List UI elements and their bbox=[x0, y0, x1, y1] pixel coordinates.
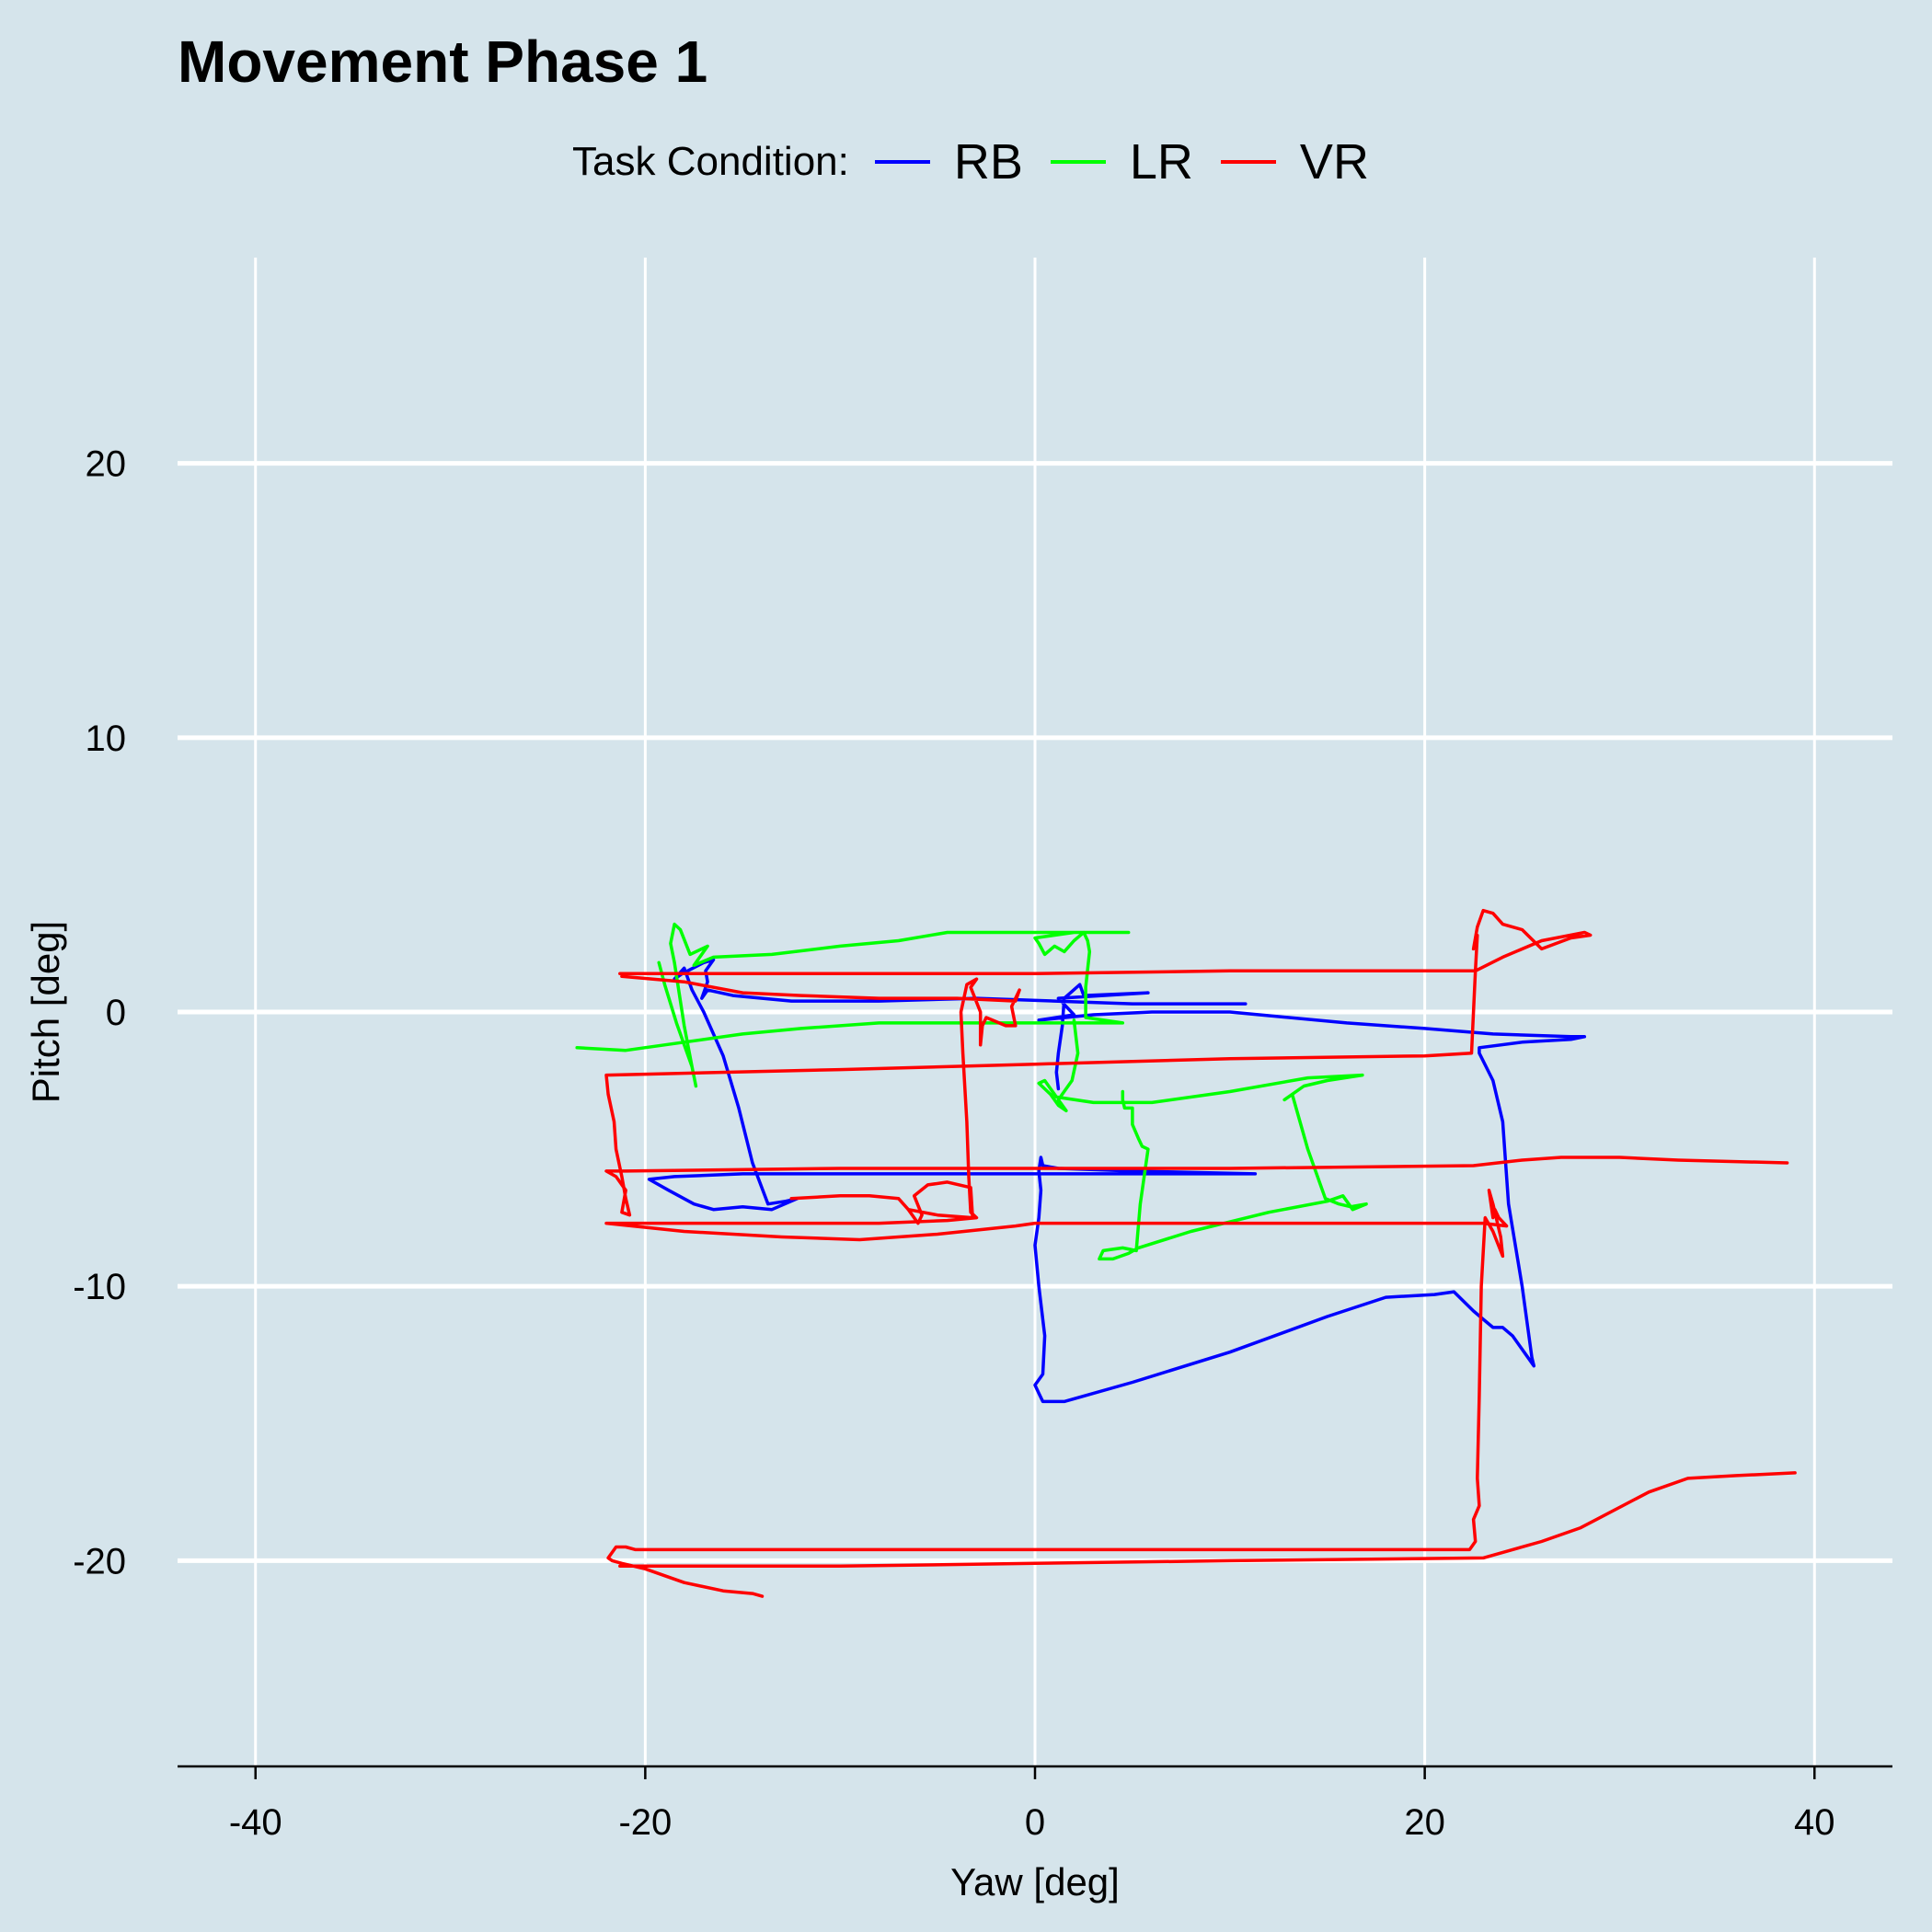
y-tick-label: -10 bbox=[73, 1267, 126, 1307]
y-tick-label: 0 bbox=[106, 993, 126, 1033]
y-tick-label: 10 bbox=[86, 719, 127, 759]
chart-title: Movement Phase 1 bbox=[178, 29, 708, 95]
legend-item-rb: RB bbox=[874, 133, 1023, 190]
y-tick-label: -20 bbox=[73, 1541, 126, 1581]
x-tick-label: -40 bbox=[229, 1802, 282, 1843]
x-tick-label: 40 bbox=[1794, 1802, 1835, 1843]
series-lines bbox=[575, 908, 1797, 1598]
legend-label-rb: RB bbox=[953, 134, 1023, 190]
series-line-vr bbox=[618, 1471, 1797, 1569]
y-tick-label: 20 bbox=[86, 444, 127, 485]
x-tick-label: 20 bbox=[1404, 1802, 1445, 1843]
series-line-rb bbox=[647, 958, 1587, 1404]
series-line-vr bbox=[604, 974, 1509, 1598]
legend-item-vr: VR bbox=[1220, 133, 1369, 190]
legend-title: Task Condition: bbox=[572, 139, 849, 184]
grid bbox=[178, 258, 1892, 1766]
y-axis-title: Pitch [deg] bbox=[24, 921, 67, 1103]
series-line-lr bbox=[575, 922, 1131, 1088]
legend: Task Condition: RB LR VR bbox=[0, 129, 1932, 195]
legend-item-lr: LR bbox=[1050, 133, 1193, 190]
series-line-vr bbox=[604, 908, 1789, 1217]
x-axis-title: Yaw [deg] bbox=[950, 1860, 1120, 1903]
legend-label-vr: VR bbox=[1299, 134, 1369, 190]
legend-swatch-lr bbox=[1050, 160, 1106, 164]
x-tick-label: -20 bbox=[618, 1802, 672, 1843]
legend-swatch-vr bbox=[1220, 160, 1276, 164]
x-tick-label: 0 bbox=[1025, 1802, 1045, 1843]
legend-label-lr: LR bbox=[1129, 134, 1193, 190]
series-line-vr bbox=[789, 1180, 974, 1225]
legend-swatch-rb bbox=[874, 160, 930, 164]
axis-ticks: -40 -20 0 20 40 -20 -10 0 10 20 bbox=[73, 444, 1834, 1843]
